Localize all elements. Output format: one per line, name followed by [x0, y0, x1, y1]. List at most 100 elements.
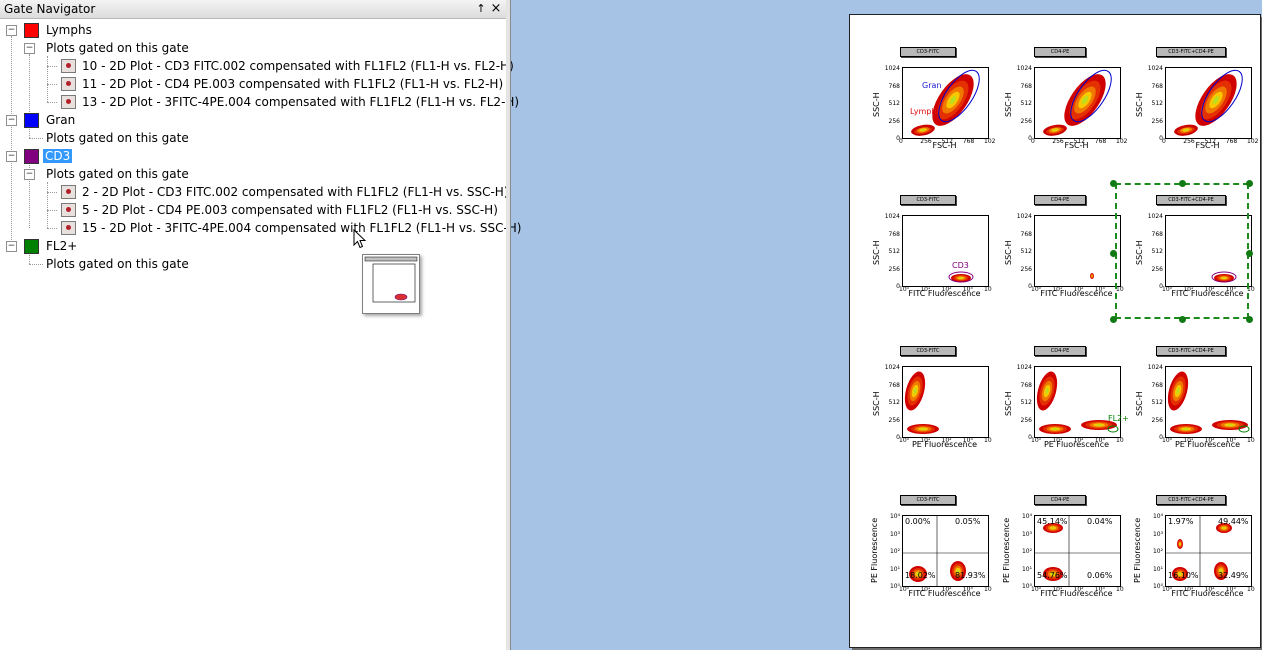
tree-line: [29, 162, 30, 228]
y-tick-label: 256: [888, 265, 900, 273]
gate-outline[interactable]: [912, 125, 934, 136]
x-tick-label: 10: [1116, 286, 1124, 293]
density-contour: [1227, 424, 1233, 426]
gate-color-swatch: [24, 239, 39, 254]
y-axis-label: SSC-H: [1135, 92, 1144, 117]
quadrant-percentage: 0.06%: [1087, 571, 1113, 580]
y-tick-label: 0: [1159, 135, 1163, 142]
y-tick-label: 10²: [889, 548, 900, 555]
resize-handle[interactable]: [1110, 316, 1117, 323]
gate-outline[interactable]: [1211, 271, 1237, 283]
y-tick-label: 10⁰: [1021, 583, 1032, 590]
collapse-toggle[interactable]: −: [6, 241, 17, 252]
y-tick-label: 0: [1028, 283, 1032, 290]
gate-outline[interactable]: [1194, 68, 1250, 128]
x-tick-label: 10¹: [1052, 586, 1063, 593]
gate-label-lymph: Lymph: [910, 107, 937, 116]
gate-outline[interactable]: [948, 271, 974, 283]
gate-fl2plus[interactable]: FL2+: [46, 239, 78, 253]
plot-item[interactable]: 11 - 2D Plot - CD4 PE.003 compensated wi…: [82, 77, 504, 91]
tree-line: [29, 252, 30, 264]
x-tick-label: 512: [1204, 138, 1216, 145]
resize-handle[interactable]: [1246, 316, 1253, 323]
x-tick-label: 0: [1162, 138, 1166, 145]
gate-outline[interactable]: [1063, 68, 1119, 128]
density-contour: [1183, 428, 1189, 430]
mouse-pointer-icon: [353, 229, 367, 249]
plot-canvas: [1167, 371, 1250, 434]
resize-handle[interactable]: [1110, 250, 1117, 257]
y-tick-label: 10⁰: [1152, 583, 1163, 590]
y-tick-label: 256: [1020, 416, 1032, 424]
thumbnail-plot: [364, 256, 418, 303]
collapse-toggle[interactable]: −: [24, 169, 35, 180]
plot-item[interactable]: 15 - 2D Plot - 3FITC-4PE.004 compensated…: [82, 221, 522, 235]
y-tick-label: 10²: [1152, 548, 1163, 555]
y-tick-label: 1024: [1016, 65, 1032, 72]
quadrant-percentage: 49.44%: [1218, 517, 1249, 526]
plot-item[interactable]: 5 - 2D Plot - CD4 PE.003 compensated wit…: [82, 203, 498, 217]
quadrant-percentage: 16.10%: [1168, 571, 1199, 580]
plots-gated-header[interactable]: Plots gated on this gate: [46, 167, 189, 181]
collapse-toggle[interactable]: −: [24, 43, 35, 54]
y-tick-label: 512: [1151, 100, 1163, 107]
resize-handle[interactable]: [1246, 180, 1253, 187]
gate-outline[interactable]: [931, 68, 987, 128]
x-tick-label: 10²: [941, 586, 952, 593]
panel-title-bar: Gate Navigator ↑ ×: [0, 0, 506, 19]
x-tick-label: 10²: [1073, 286, 1084, 293]
x-tick-label: 10³: [962, 286, 973, 293]
resize-handle[interactable]: [1179, 316, 1186, 323]
y-tick-label: 768: [888, 381, 900, 389]
gate-lymphs[interactable]: Lymphs: [46, 23, 92, 37]
y-tick-label: 1024: [884, 213, 900, 220]
x-tick-label: 512: [1073, 138, 1085, 145]
plot-item[interactable]: 13 - 2D Plot - 3FITC-4PE.004 compensated…: [82, 95, 520, 109]
gate-cd3-label[interactable]: CD3: [43, 149, 73, 163]
plot-frame: [1034, 515, 1121, 587]
gate-gran[interactable]: Gran: [46, 113, 76, 127]
x-tick-label: 10⁰: [899, 437, 910, 444]
plot-item[interactable]: 10 - 2D Plot - CD3 FITC.002 compensated …: [82, 59, 514, 73]
plot-title: CD3-FITC: [900, 346, 956, 356]
y-axis-label: PE Fluorescence: [870, 517, 879, 583]
gate-outline[interactable]: [1107, 425, 1119, 433]
drag-preview-thumbnail: [362, 254, 420, 314]
density-contour: [920, 428, 926, 430]
gate-outline[interactable]: [1175, 125, 1197, 136]
gate-outline[interactable]: [1044, 125, 1066, 136]
plot-frame: [1165, 67, 1252, 139]
close-icon[interactable]: ×: [490, 1, 502, 16]
plot-title: CD4-PE: [1034, 47, 1086, 57]
resize-handle[interactable]: [1179, 180, 1186, 187]
x-tick-label: 10⁰: [899, 586, 910, 593]
panel-splitter[interactable]: [506, 0, 511, 650]
density-contour: [1179, 543, 1181, 545]
plots-gated-header[interactable]: Plots gated on this gate: [46, 257, 189, 271]
collapse-toggle[interactable]: −: [6, 151, 17, 162]
x-axis-label: FITC Fluorescence: [1171, 589, 1244, 598]
x-tick-label: 10: [1247, 437, 1255, 444]
y-tick-label: 0: [1159, 283, 1163, 290]
plots-gated-header[interactable]: Plots gated on this gate: [46, 131, 189, 145]
layout-page: CD3-FITC SSC-H FSC-H 1024 768 512 256 0 0 256 512 7…: [849, 14, 1261, 648]
collapse-toggle[interactable]: −: [6, 25, 17, 36]
density-contour: [913, 388, 917, 394]
resize-handle[interactable]: [1246, 250, 1253, 257]
resize-handle[interactable]: [1110, 180, 1117, 187]
quadrant-percentage: 0.00%: [905, 517, 931, 526]
x-tick-label: 10²: [1073, 586, 1084, 593]
plots-gated-header[interactable]: Plots gated on this gate: [46, 41, 189, 55]
plot-cell: CD3-FITC PE Fluorescence FITC Fluorescence…: [850, 495, 992, 605]
plot-cell: CD4-PE SSC-H PE Fluorescence 1024 768 512 256 0…: [982, 346, 1129, 456]
plot-canvas: [1166, 516, 1251, 586]
plot-selection-handles[interactable]: [1115, 183, 1249, 319]
plot-cell: CD3-FITC SSC-H FSC-H 1024 768 512 256 0 0 256 512 7…: [850, 47, 995, 157]
plot-cell: CD4-PE SSC-H FSC-H 1024 768 512 256 0 0 256 512 768…: [982, 47, 1127, 157]
collapse-toggle[interactable]: −: [6, 115, 17, 126]
pin-icon[interactable]: ↑: [476, 2, 486, 15]
x-axis-label: FITC Fluorescence: [1040, 289, 1113, 298]
plot-item[interactable]: 2 - 2D Plot - CD3 FITC.002 compensated w…: [82, 185, 509, 199]
gate-cd3[interactable]: CD3: [43, 148, 73, 164]
gate-outline[interactable]: [1238, 425, 1250, 433]
